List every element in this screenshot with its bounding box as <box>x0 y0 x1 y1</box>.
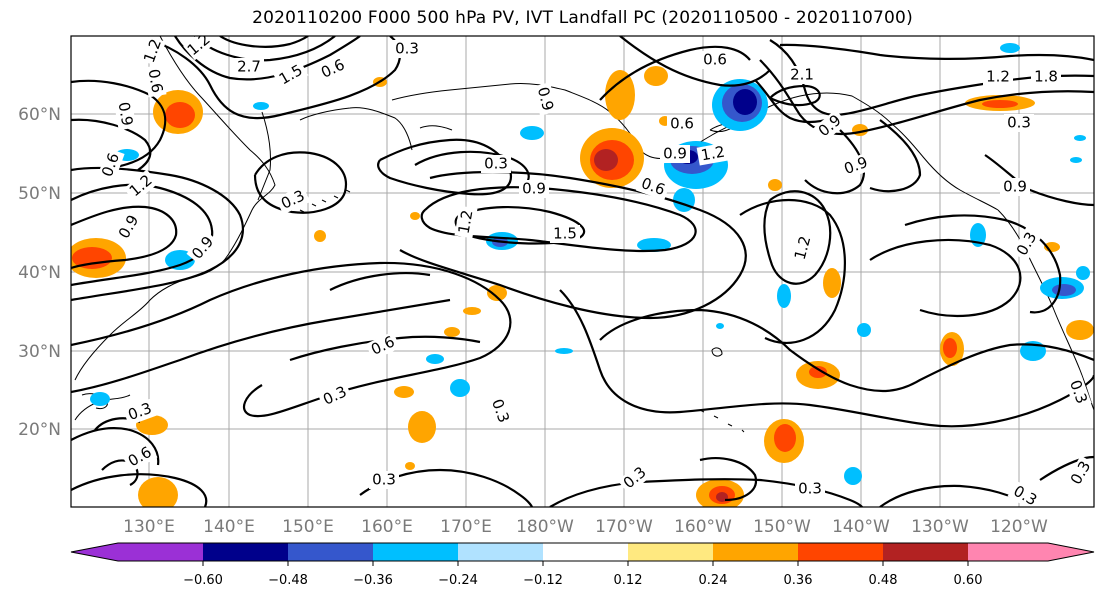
contour-label: 0.9 <box>663 145 687 163</box>
lon-label-120w: 120°W <box>990 517 1048 537</box>
colorbar-tick-label: −0.24 <box>438 573 478 588</box>
colorbar-outline <box>70 542 1095 562</box>
lon-label-160e: 160°E <box>361 517 413 537</box>
colorbar-min-extension <box>71 543 118 561</box>
colorbar-segment <box>968 543 1048 561</box>
contour-label: 0.6 <box>145 68 167 95</box>
lon-label-150e: 150°E <box>282 517 334 537</box>
lon-label-130e: 130°E <box>123 517 175 537</box>
contour-label: 2.7 <box>237 58 261 76</box>
lat-label-40n: 40°N <box>18 263 61 283</box>
contour-label: 0.9 <box>522 180 546 198</box>
colorbar-tick-label: 0.48 <box>869 573 898 588</box>
coastlines <box>74 36 1094 433</box>
contour-label: 2.1 <box>790 66 814 84</box>
lon-label-140e: 140°E <box>203 517 255 537</box>
contour-label: 0.9 <box>115 101 137 128</box>
map-title: 2020110200 F000 500 hPa PV, IVT Landfall… <box>252 8 913 28</box>
contour-label: 0.9 <box>534 85 558 113</box>
contour-label: 0.6 <box>670 115 694 133</box>
colorbar-segment <box>883 543 968 561</box>
colorbar-ticks <box>202 561 969 566</box>
lon-label-160w: 160°W <box>674 517 732 537</box>
lon-label-140w: 140°W <box>832 517 890 537</box>
contour-label: 0.3 <box>395 40 419 58</box>
colorbar-tick-label: −0.36 <box>353 573 393 588</box>
pc-shading-positive <box>71 66 1094 507</box>
longitude-labels: 130°E 140°E 150°E 160°E 170°E 180°W 170°… <box>123 517 1048 537</box>
contour-label: 1.2 <box>700 143 727 165</box>
colorbar: −0.60 −0.48 −0.36 −0.24 −0.12 0.12 0.24 … <box>70 542 1095 588</box>
contour-label: 1.2 <box>455 209 477 236</box>
colorbar-tick-label: 0.12 <box>614 573 643 588</box>
colorbar-tick-label: −0.48 <box>268 573 308 588</box>
colorbar-segment <box>713 543 798 561</box>
colorbar-segment <box>798 543 883 561</box>
colorbar-max-extension <box>1048 543 1094 561</box>
contour-label: 1.2 <box>986 68 1010 86</box>
lat-label-20n: 20°N <box>18 420 61 440</box>
colorbar-tick-label: 0.24 <box>699 573 728 588</box>
colorbar-segment <box>203 543 288 561</box>
colorbar-segment <box>458 543 543 561</box>
colorbar-segment <box>118 543 203 561</box>
colorbar-segment <box>628 543 713 561</box>
colorbar-segment <box>543 543 628 561</box>
lon-label-150w: 150°W <box>753 517 811 537</box>
contour-label: 0.3 <box>372 471 396 489</box>
colorbar-tick-label: −0.12 <box>523 573 563 588</box>
lon-label-170e: 170°E <box>440 517 492 537</box>
colorbar-tick-label: 0.36 <box>784 573 813 588</box>
contour-label: 0.3 <box>1007 114 1031 132</box>
lon-label-180w: 180°W <box>516 517 574 537</box>
map-frame <box>70 35 1095 508</box>
colorbar-segment <box>373 543 458 561</box>
colorbar-segment <box>288 543 373 561</box>
pc-shading-negative <box>90 43 1090 485</box>
contour-label: 0.3 <box>484 155 508 173</box>
colorbar-tick-label: −0.60 <box>183 573 223 588</box>
lat-label-30n: 30°N <box>18 342 61 362</box>
colorbar-tick-label: 0.60 <box>954 573 983 588</box>
contour-label: 1.8 <box>1034 68 1058 86</box>
contour-label: 0.3 <box>798 480 822 498</box>
lon-label-170w: 170°W <box>595 517 653 537</box>
lat-label-50n: 50°N <box>18 184 61 204</box>
contour-label: 1.2 <box>791 234 815 262</box>
contour-label: 1.5 <box>553 225 577 243</box>
lon-label-130w: 130°W <box>911 517 969 537</box>
lat-label-60n: 60°N <box>18 105 61 125</box>
contour-label: 0.9 <box>1003 178 1027 196</box>
contour-label: 0.6 <box>703 51 727 69</box>
latitude-labels: 60°N 50°N 40°N 30°N 20°N <box>18 105 61 440</box>
